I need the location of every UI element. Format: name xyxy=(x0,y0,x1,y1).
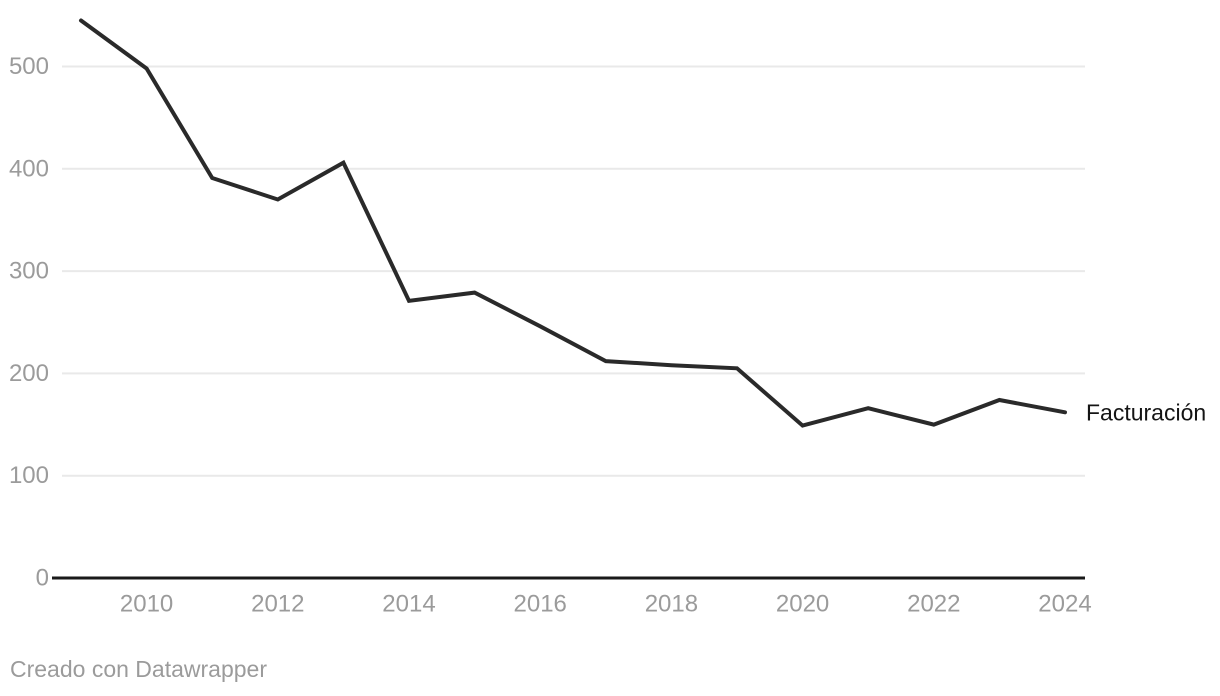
x-axis-tick-label-2020: 2020 xyxy=(776,591,829,618)
y-axis-tick-label-0: 0 xyxy=(36,565,49,592)
y-axis-tick-label-400: 400 xyxy=(9,155,49,182)
datawrapper-attribution: Creado con Datawrapper xyxy=(10,656,267,682)
y-axis-tick-label-300: 300 xyxy=(9,258,49,285)
facturacion-line-chart: 0 100 200 300 400 500 2010 2012 2014 2016 2018 2020… xyxy=(9,18,1206,618)
data-line-facturación xyxy=(79,18,1067,428)
x-axis-tick-label-2024: 2024 xyxy=(1038,591,1091,618)
series-label-facturación: Facturación xyxy=(1086,399,1206,425)
x-axis-tick-label-2022: 2022 xyxy=(907,591,960,618)
x-axis-tick-label-2016: 2016 xyxy=(514,591,567,618)
x-axis-tick-label-2014: 2014 xyxy=(382,591,435,618)
x-axis-tick-label-2018: 2018 xyxy=(645,591,698,618)
x-axis-tick-label-2012: 2012 xyxy=(251,591,304,618)
x-axis-tick-label-2010: 2010 xyxy=(120,591,173,618)
y-axis-tick-label-100: 100 xyxy=(9,462,49,489)
y-axis-tick-label-200: 200 xyxy=(9,360,49,387)
y-axis-tick-label-500: 500 xyxy=(9,53,49,80)
